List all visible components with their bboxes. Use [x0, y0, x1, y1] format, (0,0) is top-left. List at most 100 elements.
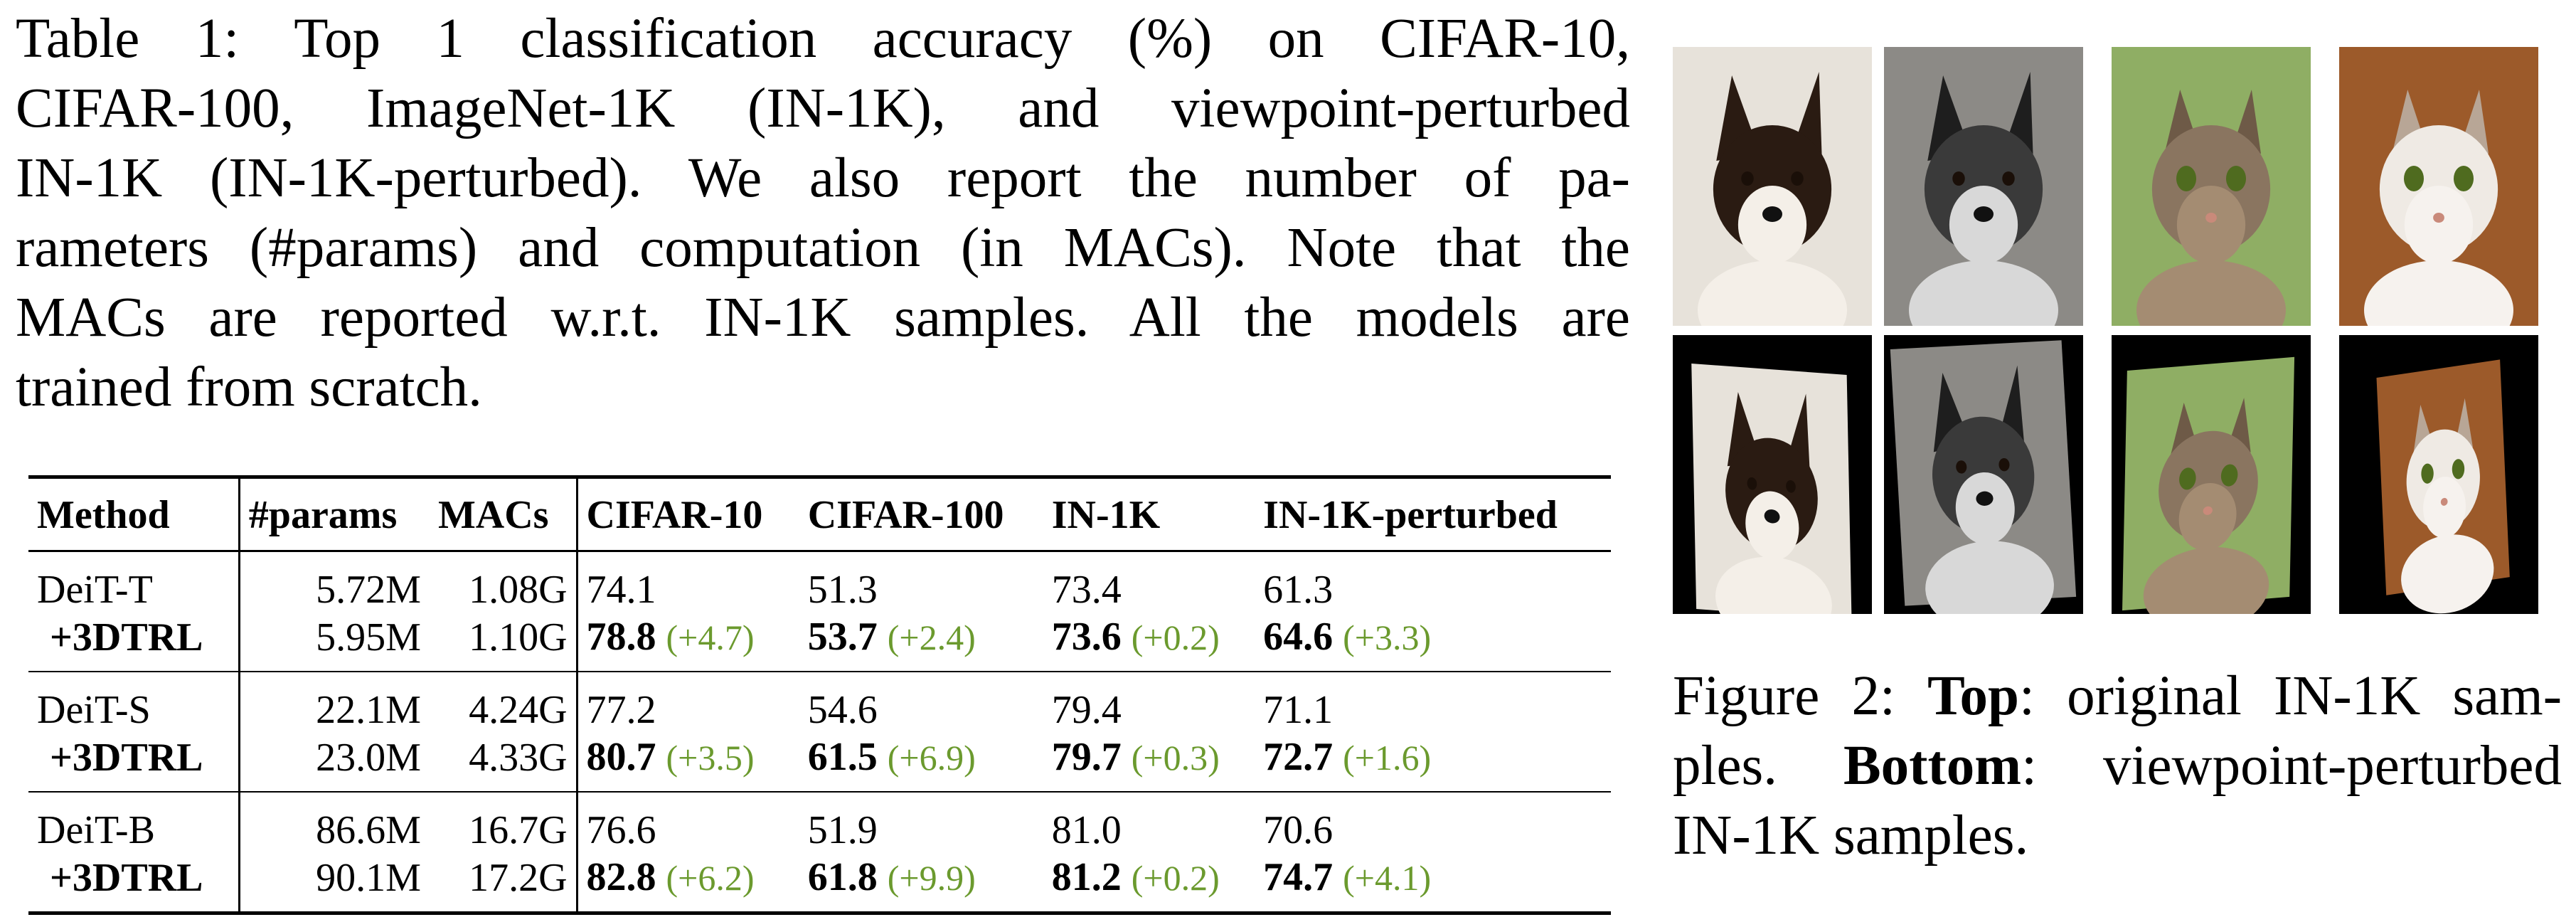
cell-value: 78.8 [586, 615, 656, 659]
bottom-text: : viewpoint-perturbed [2021, 735, 2562, 797]
cell-cifar100: 53.7 (+2.4) [799, 613, 1043, 672]
cell-in1k: 79.4 [1043, 671, 1255, 733]
cell-cifar100: 61.8 (+9.9) [799, 854, 1043, 915]
cell-cifar10: 78.8 (+4.7) [577, 613, 799, 672]
caption-line2-prefix: ples. [1673, 735, 1778, 797]
cell-cifar100: 51.3 [799, 551, 1043, 614]
perturbed-cat-white-image [2339, 335, 2538, 614]
header-params: #params [248, 493, 398, 537]
figure-label: Figure 2: [1673, 665, 1895, 727]
cell-value: 61.8 [807, 855, 878, 899]
cell-in1k-perturbed: 74.7 (+4.1) [1255, 854, 1611, 915]
table-caption-line: IN-1K (IN-1K-perturbed). We also report … [16, 147, 1630, 209]
table-group: DeiT-B 86.6M 16.7G 76.6 51.9 81.0 70.6 +3DTRL 90… [28, 791, 1611, 915]
gain-value: (+0.2) [1131, 618, 1220, 657]
cell-value: 51.9 [807, 808, 878, 852]
cell-value: 74.7 [1263, 855, 1334, 899]
header-cifar10: CIFAR-10 [586, 493, 763, 537]
cell-value: 51.3 [807, 568, 878, 612]
cell-in1k: 81.0 [1043, 791, 1255, 854]
gain-value: (+3.3) [1343, 618, 1432, 657]
cell-value: 90.1M [316, 855, 421, 900]
header-in1k-perturbed: IN-1K-perturbed [1263, 493, 1558, 537]
cell-value: 4.24G [469, 688, 568, 732]
table-caption-line: CIFAR-100, ImageNet-1K (IN-1K), and view… [16, 78, 1630, 139]
cell-value: 86.6M [316, 808, 421, 852]
cell-cifar10: 76.6 [577, 791, 799, 854]
table-row: DeiT-S 22.1M 4.24G 77.2 54.6 79.4 71.1 [28, 671, 1611, 733]
bottom-label: Bottom [1843, 735, 2022, 797]
figure-bottom-row [1673, 335, 2562, 614]
original-dog-speckled-image [1884, 47, 2083, 326]
cell-value: 81.2 [1051, 855, 1122, 899]
cell-value: 72.7 [1263, 735, 1334, 779]
cell-params: 5.72M [239, 551, 430, 614]
cell-method: DeiT-B [28, 791, 240, 854]
cell-value: 79.7 [1051, 735, 1122, 779]
cell-value: 61.3 [1263, 568, 1334, 612]
figure-caption-line: IN-1K samples. [1673, 805, 2029, 867]
cell-value: 71.1 [1263, 688, 1334, 732]
cell-params: 22.1M [239, 671, 430, 733]
cell-cifar100: 54.6 [799, 671, 1043, 733]
gain-value: (+4.1) [1343, 858, 1432, 898]
header-macs: MACs [429, 477, 578, 551]
cell-macs: 4.33G [429, 733, 578, 792]
gain-value: (+6.9) [887, 738, 976, 778]
cell-params: 90.1M [239, 854, 430, 915]
cell-params: 86.6M [239, 791, 430, 854]
header-method: Method [28, 477, 240, 551]
cell-value: 5.72M [316, 568, 421, 612]
cell-in1k: 73.4 [1043, 551, 1255, 614]
gain-value: (+3.5) [666, 738, 755, 778]
cell-cifar10: 74.1 [577, 551, 799, 614]
cell-cifar10: 80.7 (+3.5) [577, 733, 799, 792]
cell-value: 79.4 [1051, 688, 1122, 732]
original-cat-white-image [2339, 47, 2538, 326]
cell-macs: 1.10G [429, 613, 578, 672]
cell-value: 1.08G [469, 568, 568, 612]
original-cat-tabby-image [2112, 47, 2311, 326]
cell-in1k-perturbed: 61.3 [1255, 551, 1611, 614]
cell-value: 77.2 [586, 688, 656, 732]
cell-value: 23.0M [316, 735, 421, 780]
gain-value: (+0.2) [1131, 858, 1220, 898]
table-row: DeiT-T 5.72M 1.08G 74.1 51.3 73.4 61.3 [28, 551, 1611, 614]
cell-value: 61.5 [807, 735, 878, 779]
table-caption-line: MACs are reported w.r.t. IN-1K samples. … [16, 287, 1630, 349]
table-caption: Table 1: Top 1 classification accuracy (… [16, 4, 1630, 423]
cell-in1k-perturbed: 71.1 [1255, 671, 1611, 733]
table-row: +3DTRL 90.1M 17.2G 82.8 (+6.2) 61.8 (+9.9) 81… [28, 854, 1611, 915]
perturbed-dog-speckled-image [1884, 335, 2083, 614]
cell-in1k-perturbed: 64.6 (+3.3) [1255, 613, 1611, 672]
cell-method: +3DTRL [28, 613, 240, 672]
original-dog-corgi-image [1673, 47, 1872, 326]
table-row: +3DTRL 5.95M 1.10G 78.8 (+4.7) 53.7 (+2.4) 73… [28, 613, 1611, 672]
table-group: DeiT-T 5.72M 1.08G 74.1 51.3 73.4 61.3 +3DTRL 5.… [28, 551, 1611, 672]
perturbed-cat-tabby-image [2112, 335, 2311, 614]
cell-value: 53.7 [807, 615, 878, 659]
cell-method: +3DTRL [28, 854, 240, 915]
figure-caption-line: ples. Bottom: viewpoint-perturbed [1673, 731, 2562, 801]
figure-top-row [1673, 47, 2562, 326]
cell-macs: 17.2G [429, 854, 578, 915]
table-caption-line: Table 1: Top 1 classification accuracy (… [16, 8, 1630, 70]
cell-in1k: 73.6 (+0.2) [1043, 613, 1255, 672]
cell-value: 81.0 [1051, 808, 1122, 852]
cell-value: 64.6 [1263, 615, 1334, 659]
table-group: DeiT-S 22.1M 4.24G 77.2 54.6 79.4 71.1 +3DTRL 23… [28, 671, 1611, 792]
cell-method: DeiT-T [28, 551, 240, 613]
figure-2 [1673, 47, 2562, 627]
cell-cifar100: 51.9 [799, 791, 1043, 854]
gain-value: (+2.4) [887, 618, 976, 657]
cell-value: 80.7 [586, 735, 656, 779]
results-table: Method #params MACs CIFAR-10 CIFAR-100 I… [28, 475, 1611, 915]
cell-cifar100: 61.5 (+6.9) [799, 733, 1043, 792]
figure-caption-line: Figure 2: Top: original IN-1K sam- [1673, 662, 2562, 731]
top-text: : original IN-1K sam- [2018, 665, 2562, 727]
cell-params: 23.0M [239, 733, 430, 792]
gain-value: (+4.7) [666, 618, 755, 657]
cell-macs: 4.24G [429, 671, 578, 733]
gain-value: (+0.3) [1131, 738, 1220, 778]
table-row: DeiT-B 86.6M 16.7G 76.6 51.9 81.0 70.6 [28, 791, 1611, 854]
